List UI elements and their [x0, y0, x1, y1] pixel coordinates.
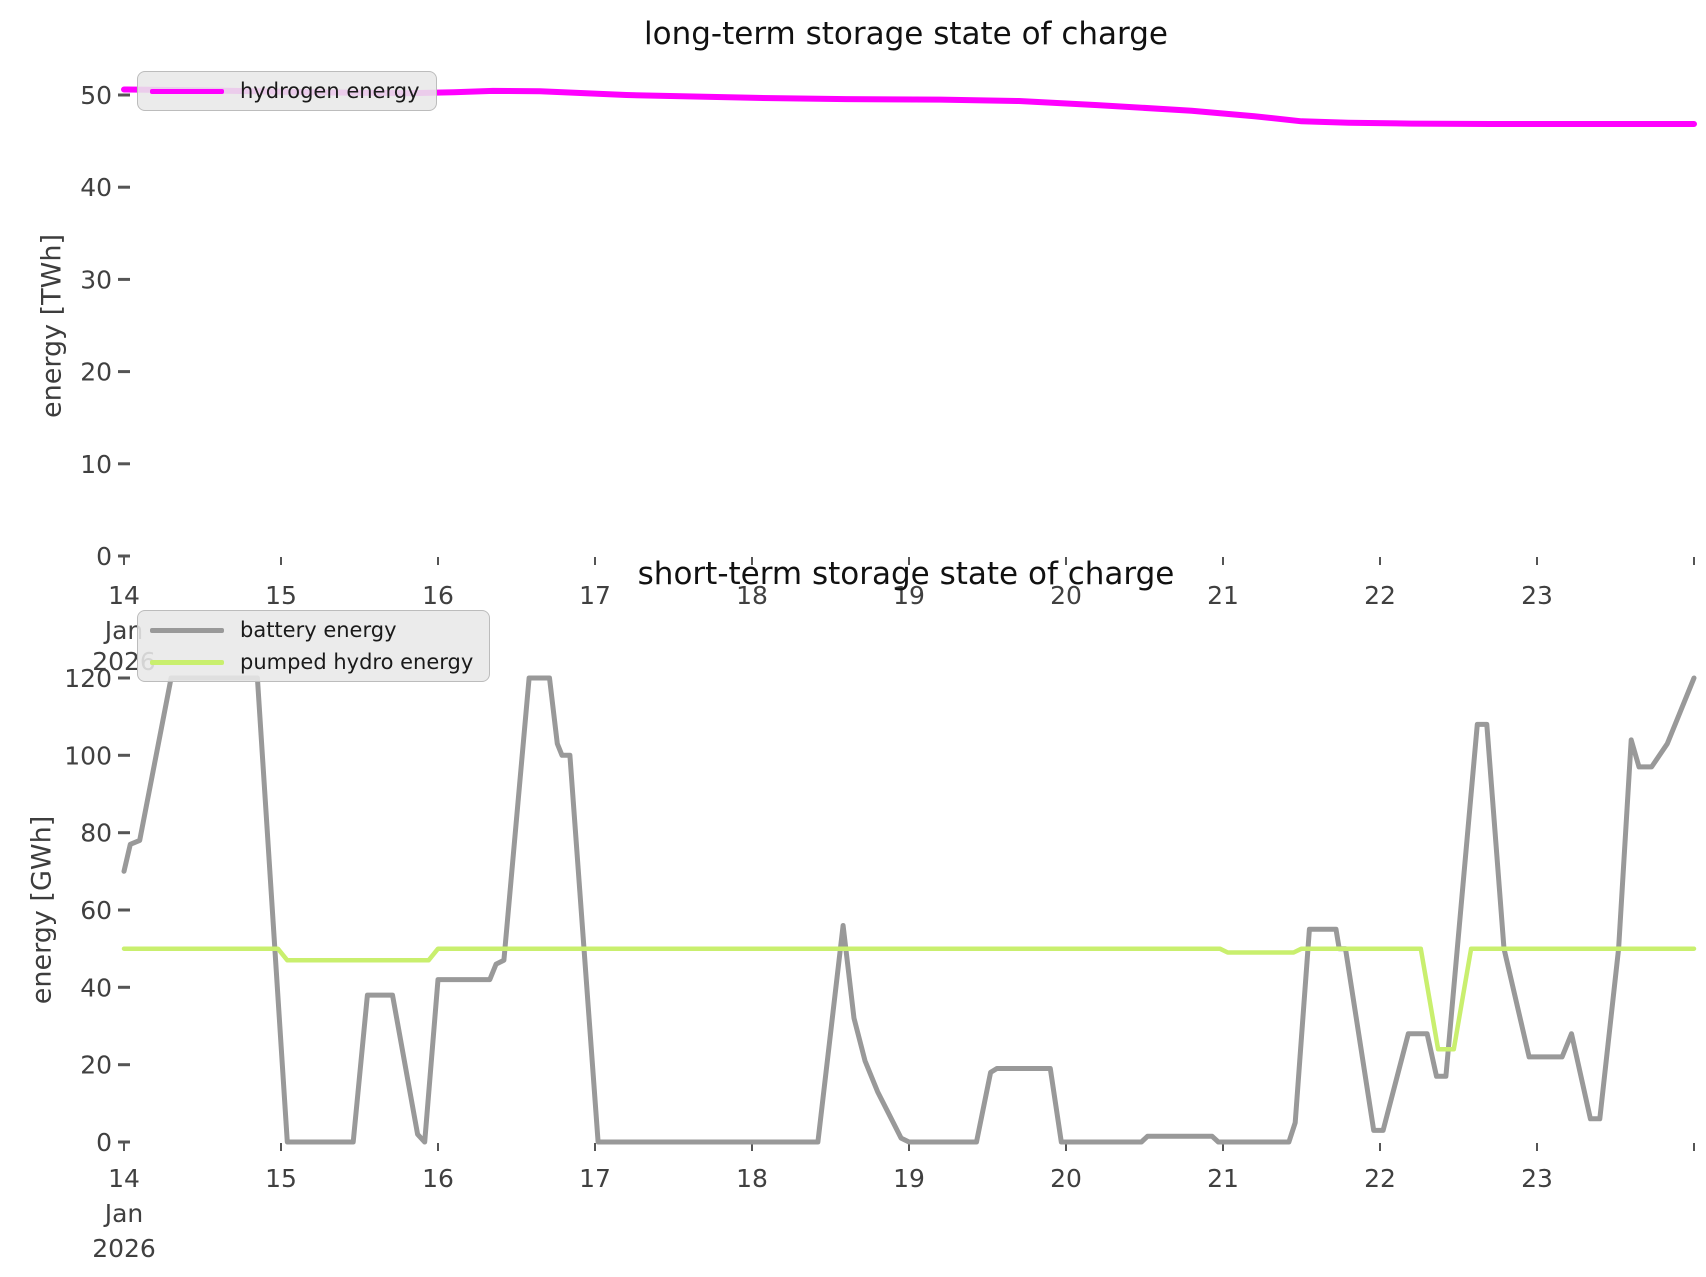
- chart-short-term: 14 15 16 17 18 19 20 21 22 23 Jan 2026 0 20 40 60 80 100 1…: [64, 664, 1697, 1263]
- x-tick-label: 16: [422, 581, 454, 610]
- x-tick-label: 14: [108, 1164, 140, 1193]
- x-tick-label: 17: [579, 581, 611, 610]
- y-tick-label: 30: [80, 265, 112, 294]
- y-tick-label: 40: [80, 173, 112, 202]
- x-tick-label: 17: [579, 1164, 611, 1193]
- x-tick-label: 15: [265, 581, 297, 610]
- pumped-hydro-line-swatch: [150, 659, 224, 665]
- legend-item-battery: battery energy: [150, 618, 473, 642]
- y-tick-label: 100: [64, 741, 112, 770]
- x-tick-label: 19: [893, 581, 925, 610]
- hydrogen-line-swatch: [150, 88, 224, 94]
- legend-label: hydrogen energy: [240, 79, 420, 103]
- legend-label: battery energy: [240, 618, 397, 642]
- legend-item-hydrogen: hydrogen energy: [150, 79, 420, 103]
- x-tick-label: 23: [1521, 581, 1553, 610]
- x-tick-label: 22: [1364, 581, 1396, 610]
- x-tick-label: 14: [108, 581, 140, 610]
- y-tick-label: 20: [80, 358, 112, 387]
- y-tick-label: 0: [96, 542, 112, 571]
- bottom-chart-title: short-term storage state of charge: [637, 556, 1175, 592]
- legend-label: pumped hydro energy: [240, 650, 474, 674]
- y-tick-label: 120: [64, 664, 112, 693]
- x-tick-label: 21: [1207, 581, 1239, 610]
- top-y-axis-label: energy [TWh]: [36, 233, 68, 419]
- x-axis-sublabel: Jan: [103, 616, 144, 645]
- battery-line-swatch: [150, 627, 224, 633]
- x-tick-label: 23: [1521, 1164, 1553, 1193]
- top-chart-title: long-term storage state of charge: [644, 16, 1168, 52]
- x-tick-label: 21: [1207, 1164, 1239, 1193]
- x-axis-sublabel: 2026: [92, 1234, 156, 1263]
- y-tick-label: 50: [80, 81, 112, 110]
- x-tick-label: 20: [1050, 581, 1082, 610]
- x-tick-label: 16: [422, 1164, 454, 1193]
- x-tick-label: 18: [736, 1164, 768, 1193]
- top-chart-legend: hydrogen energy: [137, 71, 437, 111]
- x-tick-label: 18: [736, 581, 768, 610]
- bottom-y-axis-label: energy [GWh]: [26, 815, 58, 1005]
- pumped-hydro-energy-line: [121, 946, 1697, 1052]
- y-tick-label: 40: [80, 973, 112, 1002]
- y-tick-label: 20: [80, 1051, 112, 1080]
- y-tick-label: 0: [96, 1128, 112, 1157]
- x-tick-label: 22: [1364, 1164, 1396, 1193]
- y-tick-label: 10: [80, 450, 112, 479]
- battery-energy-line: [121, 675, 1697, 1145]
- x-axis-sublabel: Jan: [103, 1199, 144, 1228]
- x-tick-label: 20: [1050, 1164, 1082, 1193]
- bottom-chart-legend: battery energy pumped hydro energy: [137, 610, 491, 682]
- x-tick-label: 19: [893, 1164, 925, 1193]
- legend-item-pumped-hydro: pumped hydro energy: [150, 650, 473, 674]
- y-tick-label: 60: [80, 896, 112, 925]
- y-tick-label: 80: [80, 819, 112, 848]
- x-tick-label: 15: [265, 1164, 297, 1193]
